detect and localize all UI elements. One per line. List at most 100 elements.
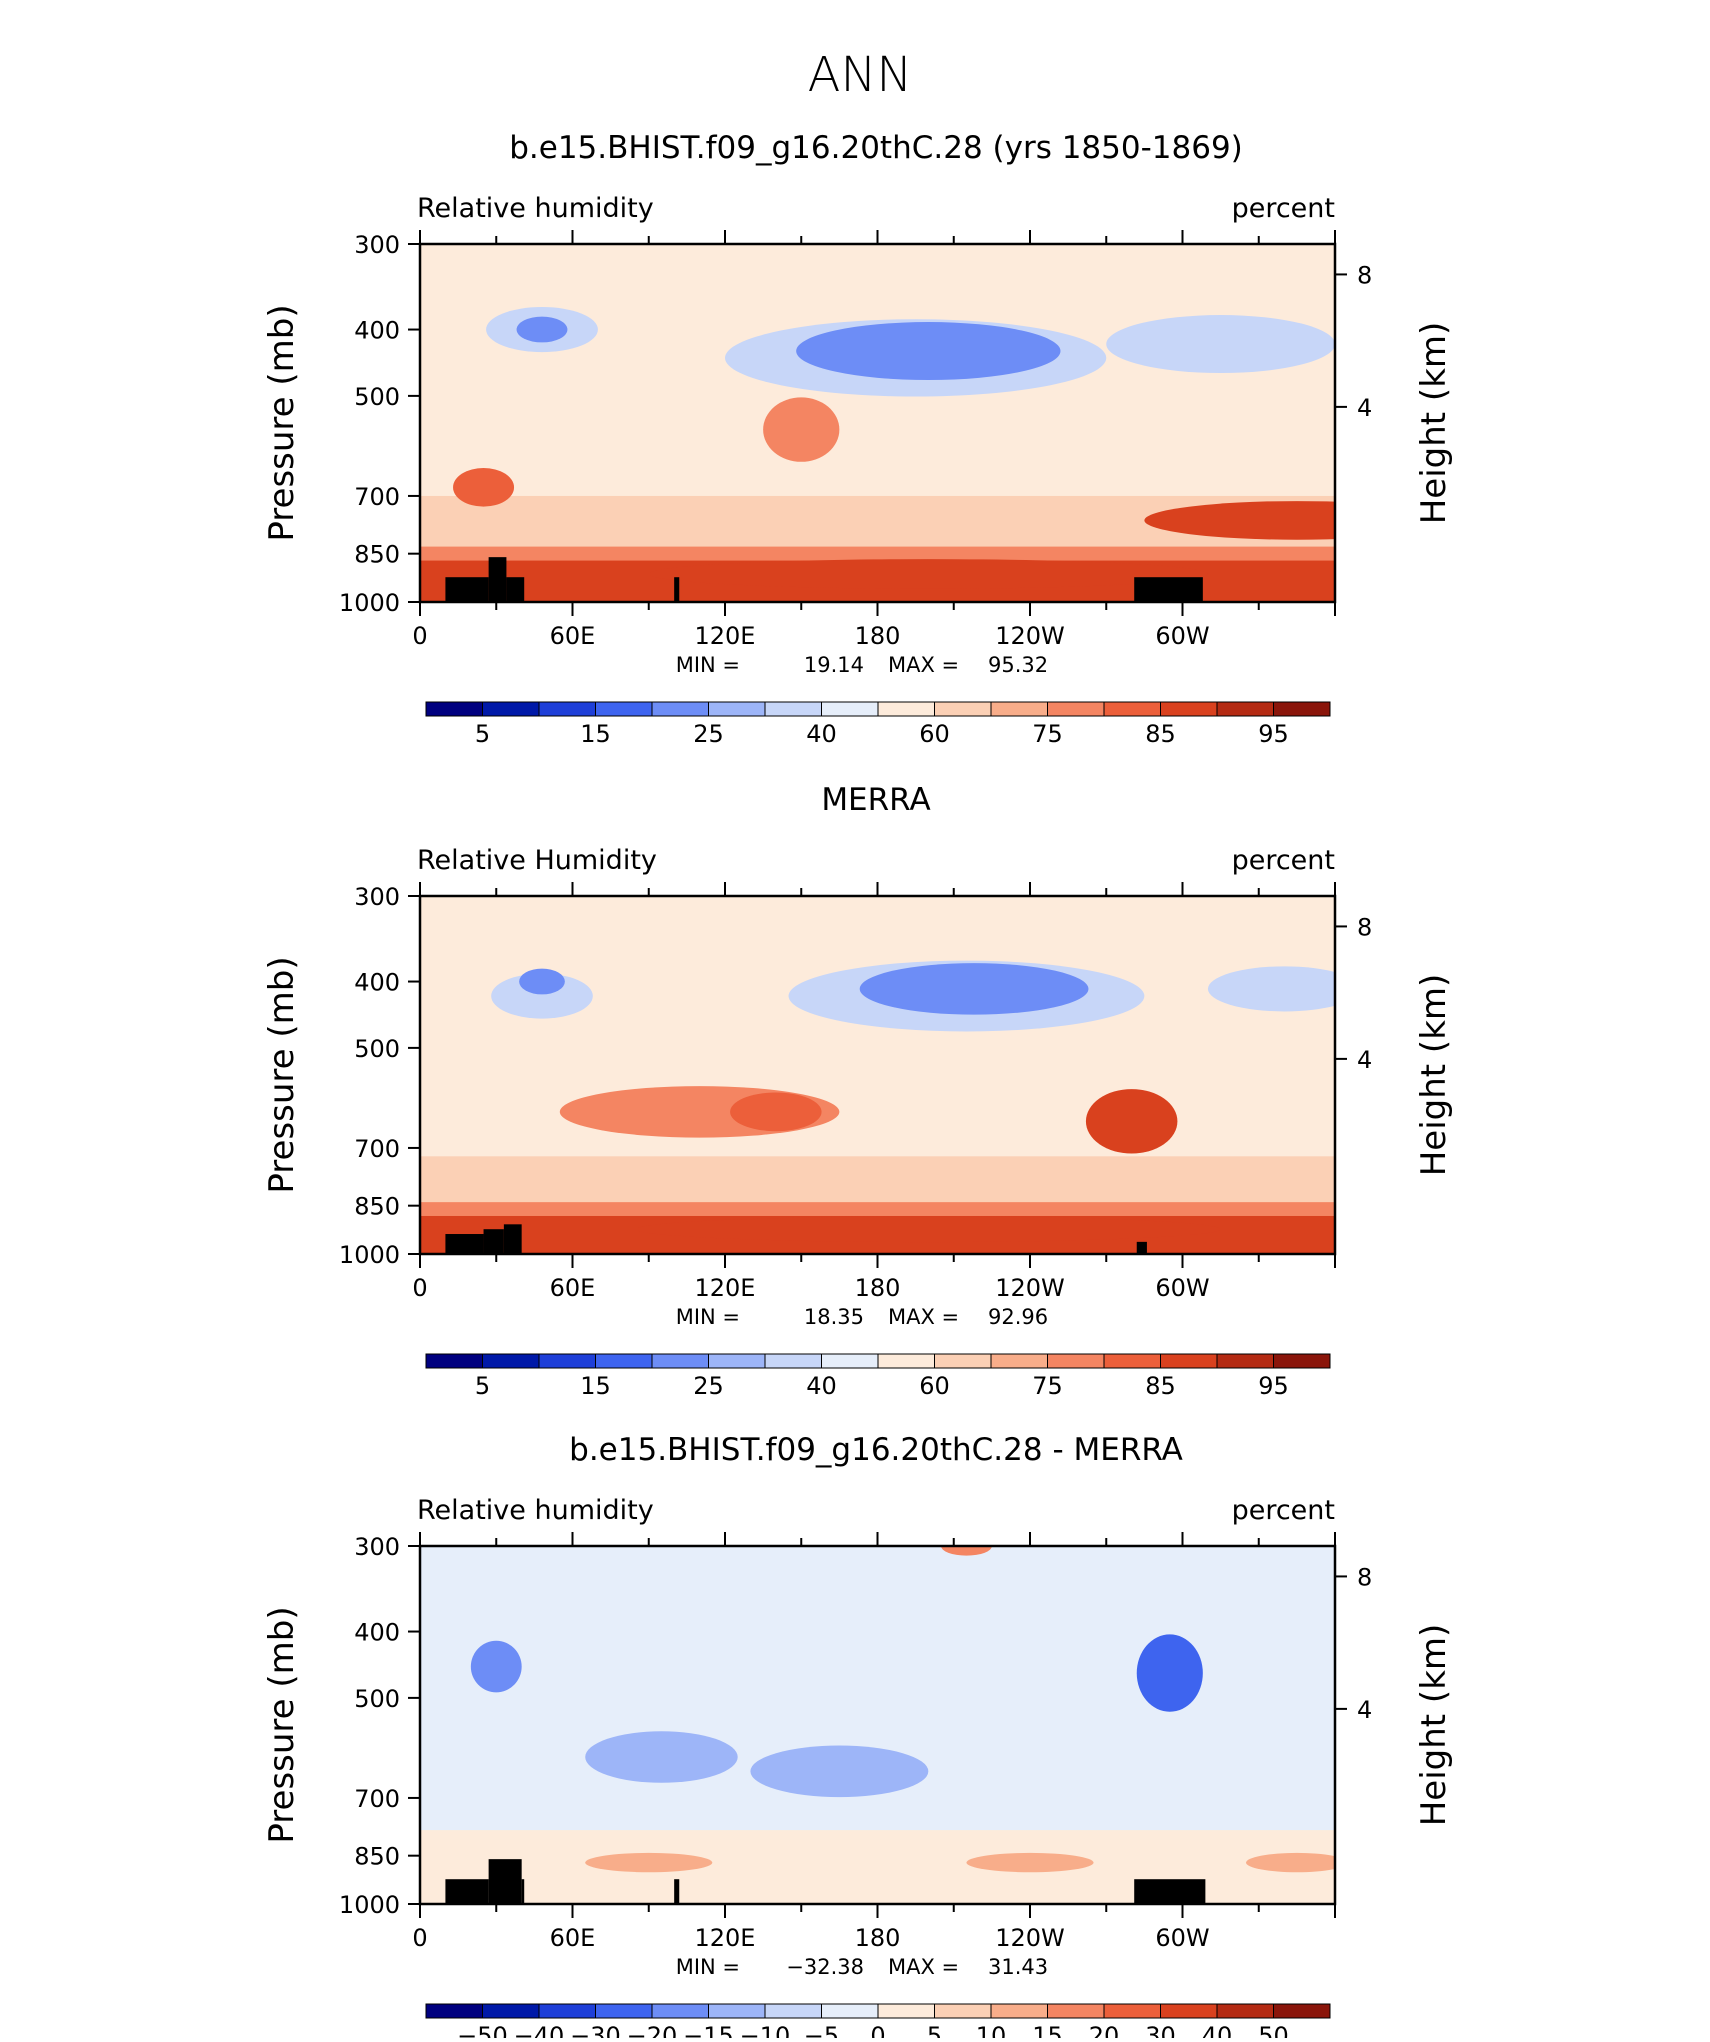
colorbar-swatch <box>651 2003 709 2019</box>
x-tick-label: 120E <box>695 1274 756 1302</box>
colorbar-swatch <box>1216 701 1274 717</box>
contour-blob <box>585 1731 738 1783</box>
stats-min-label: MIN = <box>676 653 740 677</box>
x-tick-label: 60W <box>1155 622 1209 650</box>
contour-blob <box>1246 1852 1335 1873</box>
colorbar-label: 30 <box>1145 2022 1176 2038</box>
colorbar-label: 95 <box>1258 1372 1289 1400</box>
x-tick-label: 60W <box>1155 1924 1209 1952</box>
colorbar-swatch <box>877 2003 935 2019</box>
y-tick-label: 500 <box>354 383 400 411</box>
y-axis-label: Pressure (mb) <box>262 304 302 541</box>
x-tick-label: 180 <box>855 622 901 650</box>
x-tick-label: 60W <box>1155 1274 1209 1302</box>
stats-max-label: MAX = <box>888 653 959 677</box>
x-tick-label: 180 <box>855 1924 901 1952</box>
colorbar-swatch <box>482 2003 540 2019</box>
x-tick-label: 120E <box>695 1924 756 1952</box>
y-tick-label: 500 <box>354 1035 400 1063</box>
colorbar-swatch <box>877 701 935 717</box>
colorbar-label: 25 <box>693 720 724 748</box>
colorbar-label: −30 <box>570 2022 621 2038</box>
contour-blob <box>636 1216 1221 1243</box>
colorbar-swatch <box>708 2003 766 2019</box>
colorbar-label: 5 <box>927 2022 942 2038</box>
colorbar-label: 5 <box>475 720 490 748</box>
x-tick-label: 0 <box>412 622 427 650</box>
contour-field <box>420 1546 1335 1904</box>
stats-max-label: MAX = <box>888 1955 959 1979</box>
colorbar-swatch <box>934 701 992 717</box>
topography-mask <box>521 1879 525 1904</box>
x-tick-label: 180 <box>855 1274 901 1302</box>
topography-mask <box>1134 1879 1206 1904</box>
colorbar-swatch <box>821 701 879 717</box>
topography-mask <box>506 577 525 602</box>
contour-blob <box>763 397 840 462</box>
colorbar-label: −20 <box>627 2022 678 2038</box>
y-tick-label: 700 <box>354 1135 400 1163</box>
colorbar-swatch <box>595 701 653 717</box>
stats-min-value: −32.38 <box>786 1955 864 1979</box>
colorbar-swatch <box>425 1353 483 1369</box>
colorbar-label: 15 <box>580 1372 611 1400</box>
panel-title: MERRA <box>821 782 930 818</box>
colorbar-swatch <box>651 701 709 717</box>
colorbar-swatch <box>1216 1353 1274 1369</box>
colorbar-swatch <box>708 701 766 717</box>
colorbar-label: 85 <box>1145 1372 1176 1400</box>
contour-blob <box>1207 966 1335 1012</box>
colorbar-label: −50 <box>457 2022 508 2038</box>
colorbar-label: 95 <box>1258 720 1289 748</box>
y-axis-right-label: Height (km) <box>1414 974 1454 1177</box>
x-tick-label: 60E <box>550 1274 596 1302</box>
contour-blob <box>750 1745 929 1798</box>
contour-blob <box>585 1852 713 1873</box>
colorbar-swatch <box>821 2003 879 2019</box>
y-tick-label: 850 <box>354 1843 400 1871</box>
colorbar-label: 75 <box>1032 1372 1063 1400</box>
contour-blob <box>941 1546 992 1556</box>
colorbar-swatch <box>1047 2003 1105 2019</box>
colorbar-swatch <box>708 1353 766 1369</box>
colorbar-swatch <box>1273 1353 1331 1369</box>
contour-blob <box>453 467 515 507</box>
y-right-tick-label: 8 <box>1357 261 1372 289</box>
colorbar-swatch <box>934 2003 992 2019</box>
colorbar-swatch <box>1273 2003 1331 2019</box>
colorbar-label: 60 <box>919 720 950 748</box>
y-right-tick-label: 8 <box>1357 913 1372 941</box>
colorbar-swatch <box>1047 701 1105 717</box>
y-right-tick-label: 8 <box>1357 1563 1372 1591</box>
x-tick-label: 0 <box>412 1274 427 1302</box>
colorbar-label: 20 <box>1089 2022 1120 2038</box>
colorbar-swatch <box>651 1353 709 1369</box>
y-axis-label: Pressure (mb) <box>262 1606 302 1843</box>
colorbar-swatch <box>990 2003 1048 2019</box>
contour-blob <box>1106 315 1335 374</box>
colorbar-swatch <box>1160 1353 1218 1369</box>
colorbar-swatch <box>538 2003 596 2019</box>
topography-mask <box>1134 577 1203 602</box>
y-tick-label: 1000 <box>339 589 400 617</box>
y-tick-label: 1000 <box>339 1891 400 1919</box>
contour-blob <box>730 1092 822 1132</box>
y-tick-label: 300 <box>354 883 400 911</box>
topography-mask <box>674 1879 680 1904</box>
x-tick-label: 60E <box>550 1924 596 1952</box>
contour-blob <box>966 1852 1094 1873</box>
colorbar-label: −10 <box>740 2022 791 2038</box>
contour-blob <box>516 316 568 343</box>
y-tick-label: 850 <box>354 541 400 569</box>
y-tick-label: 850 <box>354 1193 400 1221</box>
colorbar-swatch <box>1103 1353 1161 1369</box>
panel-variable-label: Relative Humidity <box>417 845 657 876</box>
figure-title: ANN <box>808 47 913 103</box>
stats-max-value: 92.96 <box>988 1305 1048 1329</box>
y-tick-label: 1000 <box>339 1241 400 1269</box>
contour-blob <box>1085 1089 1178 1154</box>
panel-variable-label: Relative humidity <box>417 193 654 224</box>
contour-blob <box>1136 1634 1203 1712</box>
